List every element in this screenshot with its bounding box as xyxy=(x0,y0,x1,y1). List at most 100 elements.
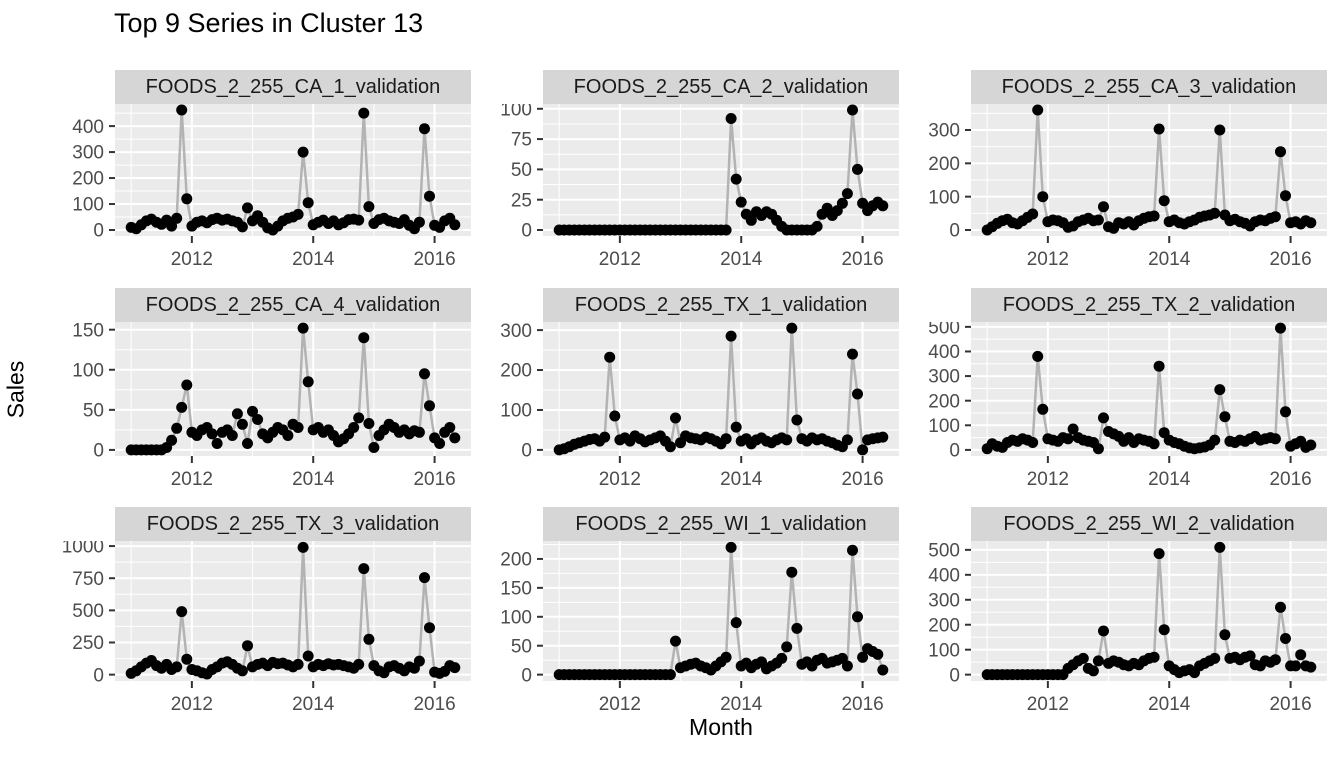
svg-text:2014: 2014 xyxy=(292,469,335,490)
svg-text:100: 100 xyxy=(72,195,104,216)
facet-title: FOODS_2_255_CA_3_validation xyxy=(1001,75,1297,98)
svg-text:2014: 2014 xyxy=(1148,469,1191,490)
facet-plot-svg: 0 50 100 150 2012 2014 2016 xyxy=(72,322,471,490)
svg-text:2016: 2016 xyxy=(413,694,455,715)
svg-text:2016: 2016 xyxy=(413,249,455,270)
svg-text:0: 0 xyxy=(949,221,960,242)
svg-text:2012: 2012 xyxy=(171,469,213,490)
svg-text:2012: 2012 xyxy=(599,249,641,270)
svg-text:2016: 2016 xyxy=(1269,694,1311,715)
facet-plot-svg: 0 25 50 75 100 2012 2014 2016 xyxy=(500,104,899,270)
facet-plot-svg: 0 100 200 300 2012 2014 2016 xyxy=(500,322,899,490)
svg-text:2012: 2012 xyxy=(171,694,213,715)
svg-text:2014: 2014 xyxy=(720,694,763,715)
svg-text:0: 0 xyxy=(949,665,960,686)
svg-text:100: 100 xyxy=(928,416,960,437)
svg-text:0: 0 xyxy=(93,665,104,686)
svg-text:75: 75 xyxy=(511,130,532,151)
facet-strip: FOODS_2_255_TX_3_validation xyxy=(115,507,471,541)
facet-strip: FOODS_2_255_WI_2_validation xyxy=(971,507,1327,541)
svg-text:200: 200 xyxy=(500,550,532,571)
svg-text:2014: 2014 xyxy=(292,694,335,715)
facet-strip: FOODS_2_255_CA_2_validation xyxy=(543,70,899,104)
svg-text:0: 0 xyxy=(521,221,532,242)
facet-ca-2: FOODS_2_255_CA_2_validation 0 25 50 75 100 20… xyxy=(468,70,899,276)
svg-text:200: 200 xyxy=(928,615,960,636)
svg-text:400: 400 xyxy=(928,565,960,586)
svg-text:50: 50 xyxy=(83,400,104,421)
svg-text:2016: 2016 xyxy=(841,694,883,715)
svg-text:1000: 1000 xyxy=(62,541,104,558)
svg-text:2012: 2012 xyxy=(599,469,641,490)
svg-text:2014: 2014 xyxy=(292,249,335,270)
facet-plot-svg: 0 100 200 300 400 500 2012 2014 2016 xyxy=(928,541,1327,715)
svg-text:2016: 2016 xyxy=(413,469,455,490)
svg-text:150: 150 xyxy=(72,322,104,341)
facet-strip: FOODS_2_255_TX_1_validation xyxy=(543,288,899,322)
facet-wi-1: FOODS_2_255_WI_1_validation 0 50 100 150 200… xyxy=(468,507,899,721)
facet-plot-svg: 0 100 200 300 400 500 2012 2014 2016 xyxy=(928,322,1327,490)
svg-text:2014: 2014 xyxy=(720,469,763,490)
facet-tx-2: FOODS_2_255_TX_2_validation 0 100 200 300 40… xyxy=(896,288,1327,496)
svg-text:750: 750 xyxy=(72,569,104,590)
facet-title: FOODS_2_255_TX_2_validation xyxy=(1002,293,1296,316)
svg-text:250: 250 xyxy=(72,633,104,654)
facet-plot-svg: 0 100 200 300 400 2012 2014 2016 xyxy=(72,104,471,270)
svg-text:50: 50 xyxy=(511,160,532,181)
facet-title: FOODS_2_255_CA_4_validation xyxy=(145,293,441,316)
facet-strip: FOODS_2_255_WI_1_validation xyxy=(543,507,899,541)
svg-text:300: 300 xyxy=(928,590,960,611)
facet-ca-1: FOODS_2_255_CA_1_validation 0 100 200 300 40… xyxy=(40,70,471,276)
facet-tx-1: FOODS_2_255_TX_1_validation 0 100 200 300 20… xyxy=(468,288,899,496)
svg-text:2016: 2016 xyxy=(841,249,883,270)
svg-text:100: 100 xyxy=(500,607,532,628)
svg-text:0: 0 xyxy=(521,441,532,462)
svg-text:2016: 2016 xyxy=(1269,249,1311,270)
svg-text:2012: 2012 xyxy=(171,249,213,270)
svg-text:300: 300 xyxy=(500,322,532,342)
facet-tx-3: FOODS_2_255_TX_3_validation 0 250 500 750 10… xyxy=(40,507,471,721)
svg-text:0: 0 xyxy=(93,221,104,242)
svg-text:150: 150 xyxy=(500,579,532,600)
facet-title: FOODS_2_255_CA_2_validation xyxy=(573,75,869,98)
facet-strip: FOODS_2_255_CA_1_validation xyxy=(115,70,471,104)
facet-title: FOODS_2_255_WI_1_validation xyxy=(575,512,867,535)
facet-plot-svg: 0 50 100 150 200 2012 2014 2016 xyxy=(500,541,899,715)
facet-plot-svg: 0 250 500 750 1000 2012 2014 2016 xyxy=(62,541,471,715)
svg-text:300: 300 xyxy=(72,143,104,164)
svg-text:300: 300 xyxy=(928,367,960,388)
svg-text:300: 300 xyxy=(928,121,960,142)
facet-strip: FOODS_2_255_TX_2_validation xyxy=(971,288,1327,322)
svg-text:0: 0 xyxy=(949,441,960,462)
svg-text:2016: 2016 xyxy=(841,469,883,490)
svg-text:25: 25 xyxy=(511,190,532,211)
svg-text:100: 100 xyxy=(72,360,104,381)
svg-text:400: 400 xyxy=(928,342,960,363)
y-axis-title: Sales xyxy=(2,360,29,419)
svg-text:2016: 2016 xyxy=(1269,469,1311,490)
svg-text:500: 500 xyxy=(72,601,104,622)
svg-text:2012: 2012 xyxy=(1027,694,1069,715)
svg-text:200: 200 xyxy=(928,154,960,175)
facet-title: FOODS_2_255_CA_1_validation xyxy=(145,75,441,98)
facet-title: FOODS_2_255_TX_3_validation xyxy=(146,512,440,535)
svg-text:2012: 2012 xyxy=(1027,469,1069,490)
svg-text:2012: 2012 xyxy=(1027,249,1069,270)
svg-text:400: 400 xyxy=(72,117,104,138)
chart-title: Top 9 Series in Cluster 13 xyxy=(114,8,424,38)
facet-strip: FOODS_2_255_CA_4_validation xyxy=(115,288,471,322)
svg-text:2014: 2014 xyxy=(720,249,763,270)
svg-text:50: 50 xyxy=(511,636,532,657)
svg-text:2012: 2012 xyxy=(599,694,641,715)
svg-text:100: 100 xyxy=(500,401,532,422)
svg-text:500: 500 xyxy=(928,322,960,339)
facet-title: FOODS_2_255_WI_2_validation xyxy=(1003,512,1295,535)
svg-text:200: 200 xyxy=(928,391,960,412)
facet-title: FOODS_2_255_TX_1_validation xyxy=(574,293,868,316)
svg-text:500: 500 xyxy=(928,541,960,562)
svg-text:100: 100 xyxy=(928,187,960,208)
svg-text:0: 0 xyxy=(93,441,104,462)
facet-wi-2: FOODS_2_255_WI_2_validation 0 100 200 300 40… xyxy=(896,507,1327,721)
svg-text:100: 100 xyxy=(928,640,960,661)
